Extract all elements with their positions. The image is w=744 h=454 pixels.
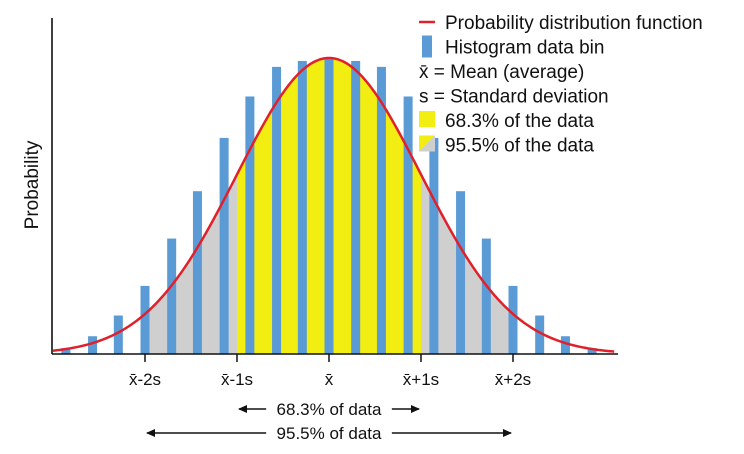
x-tick-label: x̄	[325, 370, 334, 389]
histogram-bin	[535, 315, 545, 354]
histogram-bin	[324, 58, 334, 354]
histogram-bin	[272, 66, 282, 354]
histogram-bin	[403, 96, 413, 354]
x-tick-label: x̄+1s	[403, 370, 439, 389]
axes	[51, 18, 618, 355]
legend-symbol: x̄	[419, 62, 434, 83]
histogram-bin	[167, 238, 177, 354]
x-tick-label: x̄-2s	[129, 370, 161, 389]
histogram-bin	[219, 137, 229, 354]
histogram-bin	[587, 348, 597, 354]
legend-split-swatch	[419, 135, 435, 152]
histogram-bin	[245, 96, 255, 354]
histogram-bin	[429, 137, 439, 354]
range-annotations: 68.3% of data 95.5% of data	[146, 400, 512, 443]
pdf-curve	[52, 56, 615, 353]
x-ticks: x̄-2s x̄-1s x̄ x̄+1s x̄+2s	[129, 354, 531, 389]
pdf-curve-layer	[52, 56, 615, 353]
histogram-bin	[61, 348, 71, 354]
legend-definition-text: = Mean (average)	[434, 62, 585, 83]
histogram-bin	[376, 66, 386, 354]
histogram-bin	[113, 315, 123, 354]
legend-definition: x̄ = Mean (average)	[419, 62, 584, 83]
y-axis-label: Probability	[22, 140, 43, 229]
legend-label: Histogram data bin	[445, 38, 604, 59]
histogram-bin	[297, 60, 307, 355]
histogram-bin	[508, 285, 518, 354]
x-tick-label: x̄+2s	[495, 370, 531, 389]
range-label: 68.3% of data	[277, 400, 382, 419]
histogram-bins	[61, 58, 597, 355]
legend-label: 68.3% of the data	[445, 111, 594, 132]
legend-label: Probability distribution function	[445, 13, 703, 34]
x-tick-label: x̄-1s	[221, 370, 253, 389]
histogram-bin	[88, 336, 98, 354]
histogram-bin	[456, 191, 466, 354]
histogram-bin	[192, 191, 202, 354]
legend-definition: s = Standard deviation	[419, 87, 609, 108]
legend: Probability distribution function Histogr…	[419, 13, 703, 157]
histogram-bin	[560, 336, 570, 354]
histogram-bin	[351, 60, 361, 355]
legend-yellow-swatch	[419, 111, 435, 127]
histogram-bin	[140, 285, 150, 354]
range-label: 95.5% of data	[277, 424, 382, 443]
legend-symbol: s	[419, 87, 434, 108]
histogram-bin	[481, 238, 491, 354]
legend-label: 95.5% of the data	[445, 136, 594, 157]
legend-definition-text: = Standard deviation	[434, 87, 609, 108]
legend-bin-key	[422, 35, 432, 58]
